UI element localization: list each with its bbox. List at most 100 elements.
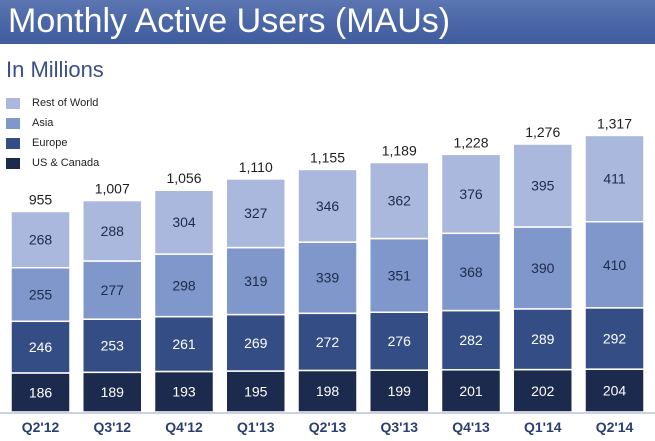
segment-value-label: 201 [459,383,483,399]
bar-total-label: 1,317 [597,115,632,131]
bar-total-label: 955 [29,191,53,207]
bar-segment-us-canada [369,369,430,413]
legend-label: US & Canada [32,157,100,169]
segment-value-label: 368 [459,264,483,280]
segment-value-label: 289 [531,331,555,347]
legend-swatch-us-canada [6,157,20,169]
bar-segment-asia [10,266,71,323]
x-tick-label: Q1'13 [237,419,275,435]
segment-value-label: 246 [29,339,53,355]
segment-value-label: 288 [101,223,125,239]
bar-segment-asia [440,232,502,312]
segment-value-label: 193 [172,384,196,400]
bar-segment-us-canada [153,370,215,413]
x-tick-label: Q3'12 [93,419,131,435]
segment-value-label: 327 [244,205,268,221]
legend-item-europe: Europe [6,133,99,153]
legend-item-asia: Asia [6,113,99,133]
legend-label: Asia [32,117,54,129]
segment-value-label: 276 [388,333,412,349]
bar-segment-europe [10,320,71,374]
bar-segment-rest-of-world [297,168,358,243]
bar-segment-us-canada [440,369,502,413]
segment-value-label: 376 [459,186,483,202]
segment-value-label: 304 [172,214,196,230]
bar-segment-europe [82,318,143,374]
bar-segment-europe [512,308,573,371]
segment-value-label: 204 [603,383,627,399]
segment-value-label: 339 [316,270,340,286]
segment-value-label: 199 [388,383,412,399]
segment-value-label: 390 [531,260,555,276]
x-tick-label: Q1'14 [524,419,562,435]
legend-label: Europe [32,137,68,149]
legend-label: Rest of World [32,97,99,109]
bar-segment-rest-of-world [82,199,143,262]
legend-swatch-europe [6,137,20,149]
segment-value-label: 253 [101,338,125,354]
segment-value-label: 186 [29,384,53,400]
bar-segment-rest-of-world [369,161,430,240]
title-bar: Monthly Active Users (MAUs) [0,0,655,44]
bar-segment-rest-of-world [10,210,71,269]
segment-value-label: 362 [388,193,412,209]
bar-segment-asia [584,220,645,309]
bar-segment-europe [297,312,358,372]
bar-segment-europe [225,313,286,372]
bar-total-label: 1,189 [382,143,417,159]
bar-segment-us-canada [225,370,286,413]
segment-value-label: 195 [244,384,268,400]
bar-total-label: 1,056 [166,170,201,186]
segment-value-label: 410 [603,257,627,273]
bar-segment-europe [584,307,645,370]
segment-value-label: 411 [603,171,626,187]
bar-total-label: 1,110 [239,159,273,175]
bar-segment-asia [225,246,286,316]
segment-value-label: 395 [531,178,555,194]
x-tick-label: Q2'12 [22,419,60,435]
legend-item-rest-of-world: Rest of World [6,93,99,113]
legend-swatch-rest-of-world [6,97,20,109]
segment-value-label: 198 [316,383,340,399]
legend-swatch-asia [6,117,20,129]
segment-value-label: 268 [29,232,53,248]
legend: Rest of World Asia Europe US & Canada [6,93,99,173]
segment-value-label: 351 [388,267,412,283]
segment-value-label: 261 [172,336,196,352]
bar-segment-rest-of-world [584,134,645,223]
bar-segment-us-canada [584,368,645,413]
segment-value-label: 189 [101,384,125,400]
segment-value-label: 282 [459,332,483,348]
segment-value-label: 277 [101,282,125,298]
bar-total-label: 1,155 [310,149,345,165]
bar-segment-rest-of-world [512,143,573,228]
x-tick-label: Q4'12 [165,419,203,435]
legend-item-us-canada: US & Canada [6,153,99,173]
bar-segment-rest-of-world [153,189,215,255]
bar-segment-us-canada [297,369,358,413]
bar-total-label: 1,276 [525,124,560,140]
x-tick-label: Q4'13 [452,419,490,435]
bar-total-label: 1,007 [95,181,130,197]
segment-value-label: 255 [29,287,53,303]
chart-subtitle: In Millions [6,57,104,82]
bar-segment-asia [512,226,573,310]
segment-value-label: 292 [603,331,627,347]
segment-value-label: 298 [172,277,196,293]
segment-value-label: 319 [244,273,268,289]
x-tick-label: Q3'13 [380,419,418,435]
segment-value-label: 272 [316,334,340,350]
bar-segment-asia [297,241,358,315]
chart-title: Monthly Active Users (MAUs) [8,2,451,40]
x-tick-label: Q2'13 [309,419,347,435]
segment-value-label: 202 [531,383,555,399]
bar-segment-asia [369,237,430,313]
bar-segment-us-canada [82,371,143,413]
segment-value-label: 346 [316,198,340,214]
bar-segment-europe [153,315,215,373]
segment-value-label: 269 [244,335,268,351]
x-tick-label: Q2'14 [596,419,634,435]
bar-segment-rest-of-world [440,153,502,235]
bar-total-label: 1,228 [453,134,488,150]
